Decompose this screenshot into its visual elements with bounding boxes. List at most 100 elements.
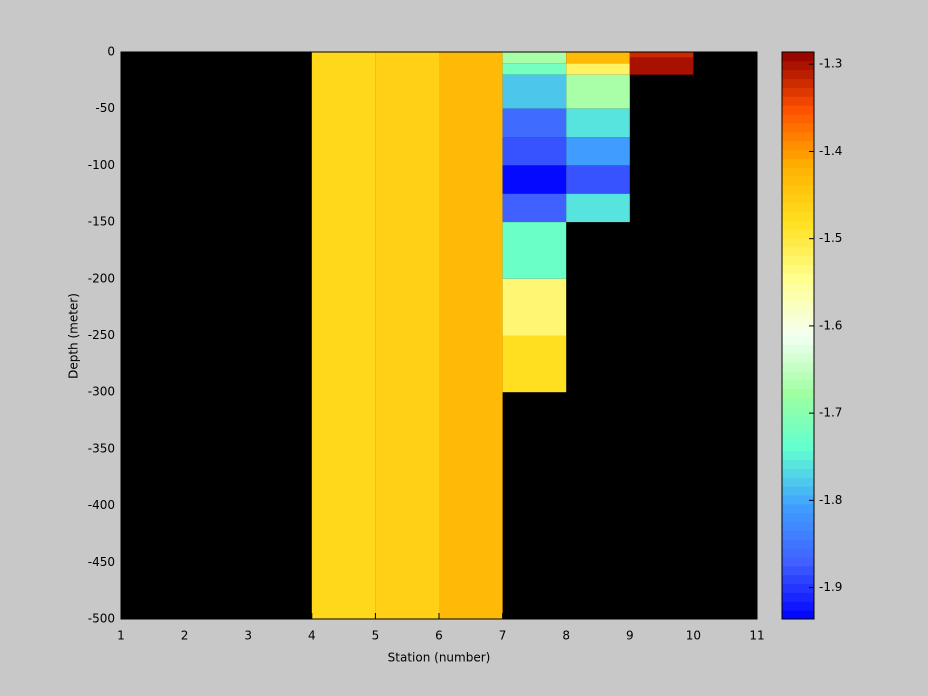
colorbar-swatch <box>782 556 814 567</box>
colorbar-swatch <box>782 450 814 461</box>
colorbar-swatch <box>782 60 814 71</box>
colorbar-swatch <box>782 362 814 372</box>
colorbar-swatch <box>782 424 814 434</box>
y-tick-label: -300 <box>88 385 115 399</box>
heatmap-cell <box>502 52 567 64</box>
colorbar-swatch <box>782 273 814 283</box>
heatmap-cell <box>566 63 630 75</box>
colorbar-swatch <box>782 530 814 540</box>
colorbar-swatch <box>782 300 814 310</box>
colorbar-swatch <box>782 308 814 319</box>
heatmap-cell <box>439 52 503 619</box>
heatmap-cell <box>566 165 630 194</box>
colorbar-swatch <box>782 565 814 576</box>
colorbar-swatch <box>782 477 814 487</box>
colorbar-swatch <box>782 353 814 363</box>
colorbar-swatch <box>782 610 814 620</box>
colorbar-swatch <box>782 326 814 336</box>
x-tick-label: 4 <box>308 629 316 643</box>
colorbar-swatch <box>782 176 814 186</box>
heatmap-cell <box>502 74 567 109</box>
colorbar-swatch <box>782 539 814 549</box>
x-tick-label: 11 <box>749 629 764 643</box>
y-tick-label: -350 <box>88 441 115 455</box>
colorbar-swatch <box>782 158 814 168</box>
heatmap-cell <box>502 278 567 336</box>
colorbar-swatch <box>782 370 814 381</box>
colorbar-swatch <box>782 255 814 266</box>
colorbar-swatch <box>782 379 814 390</box>
colorbar-swatch <box>782 87 814 97</box>
x-tick-label: 5 <box>372 629 380 643</box>
colorbar-swatch <box>782 184 814 195</box>
colorbar-tick-label: -1.7 <box>819 406 842 420</box>
heatmap-cell <box>566 52 630 64</box>
colorbar-swatch <box>782 282 814 292</box>
y-tick-label: -250 <box>88 328 115 342</box>
heatmap-cell <box>311 52 376 619</box>
y-tick-label: -150 <box>88 215 115 229</box>
colorbar-swatch <box>782 52 814 62</box>
colorbar-swatch <box>782 238 814 248</box>
colorbar-tick-label: -1.6 <box>819 318 842 332</box>
heatmap-cell <box>629 52 694 58</box>
x-tick-label: 3 <box>244 629 252 643</box>
colorbar-swatch <box>782 486 814 496</box>
colorbar-swatch <box>782 229 814 239</box>
y-tick-label: -450 <box>88 555 115 569</box>
y-tick-label: -400 <box>88 498 115 512</box>
colorbar-tick-label: -1.8 <box>819 493 842 507</box>
x-axis-label: Station (number) <box>388 651 491 665</box>
colorbar-swatch <box>782 78 814 88</box>
colorbar-swatch <box>782 211 814 221</box>
colorbar-swatch <box>782 601 814 611</box>
colorbar-swatch <box>782 69 814 80</box>
heatmap-cell <box>629 57 694 75</box>
x-tick-label: 8 <box>562 629 570 643</box>
heatmap-cell <box>502 222 567 279</box>
y-tick-label: -50 <box>95 101 115 115</box>
heatmap-cell <box>502 335 567 393</box>
x-tick-label: 7 <box>499 629 507 643</box>
heatmap-cell <box>566 137 630 166</box>
colorbar-swatch <box>782 388 814 399</box>
colorbar-swatch <box>782 583 814 593</box>
colorbar-swatch <box>782 592 814 602</box>
colorbar-swatch <box>782 317 814 328</box>
colorbar-swatch <box>782 202 814 212</box>
colorbar-swatch <box>782 512 814 523</box>
x-tick-label: 6 <box>435 629 443 643</box>
colorbar-swatch <box>782 521 814 531</box>
heatmap-cell <box>375 52 439 619</box>
colorbar-swatch <box>782 246 814 257</box>
colorbar-swatch <box>782 406 814 416</box>
colorbar-swatch <box>782 503 814 514</box>
colorbar-swatch <box>782 494 814 505</box>
colorbar-tick-label: -1.9 <box>819 580 842 594</box>
colorbar-tick-label: -1.3 <box>819 57 842 71</box>
y-tick-label: -500 <box>88 612 115 626</box>
y-tick-label: -100 <box>88 158 115 172</box>
colorbar-swatch <box>782 264 814 274</box>
colorbar-swatch <box>782 574 814 585</box>
colorbar-swatch <box>782 441 814 452</box>
colorbar-swatch <box>782 96 814 106</box>
colorbar-tick-label: -1.4 <box>819 144 842 158</box>
colorbar-swatch <box>782 140 814 150</box>
heatmap-cell <box>502 108 567 138</box>
x-tick-label: 9 <box>626 629 634 643</box>
heatmap-cell <box>566 74 630 109</box>
colorbar-swatch <box>782 149 814 159</box>
colorbar-swatch <box>782 220 814 230</box>
heatmap-cell <box>502 193 567 223</box>
x-tick-label: 1 <box>117 629 125 643</box>
colorbar-swatch <box>782 432 814 443</box>
colorbar-swatch <box>782 415 814 425</box>
colorbar-swatch <box>782 397 814 407</box>
heatmap-cell <box>502 137 567 166</box>
colorbar-swatch <box>782 459 814 469</box>
heatmap-cell <box>566 193 630 223</box>
colorbar-swatch <box>782 122 814 133</box>
y-tick-label: 0 <box>107 45 115 59</box>
